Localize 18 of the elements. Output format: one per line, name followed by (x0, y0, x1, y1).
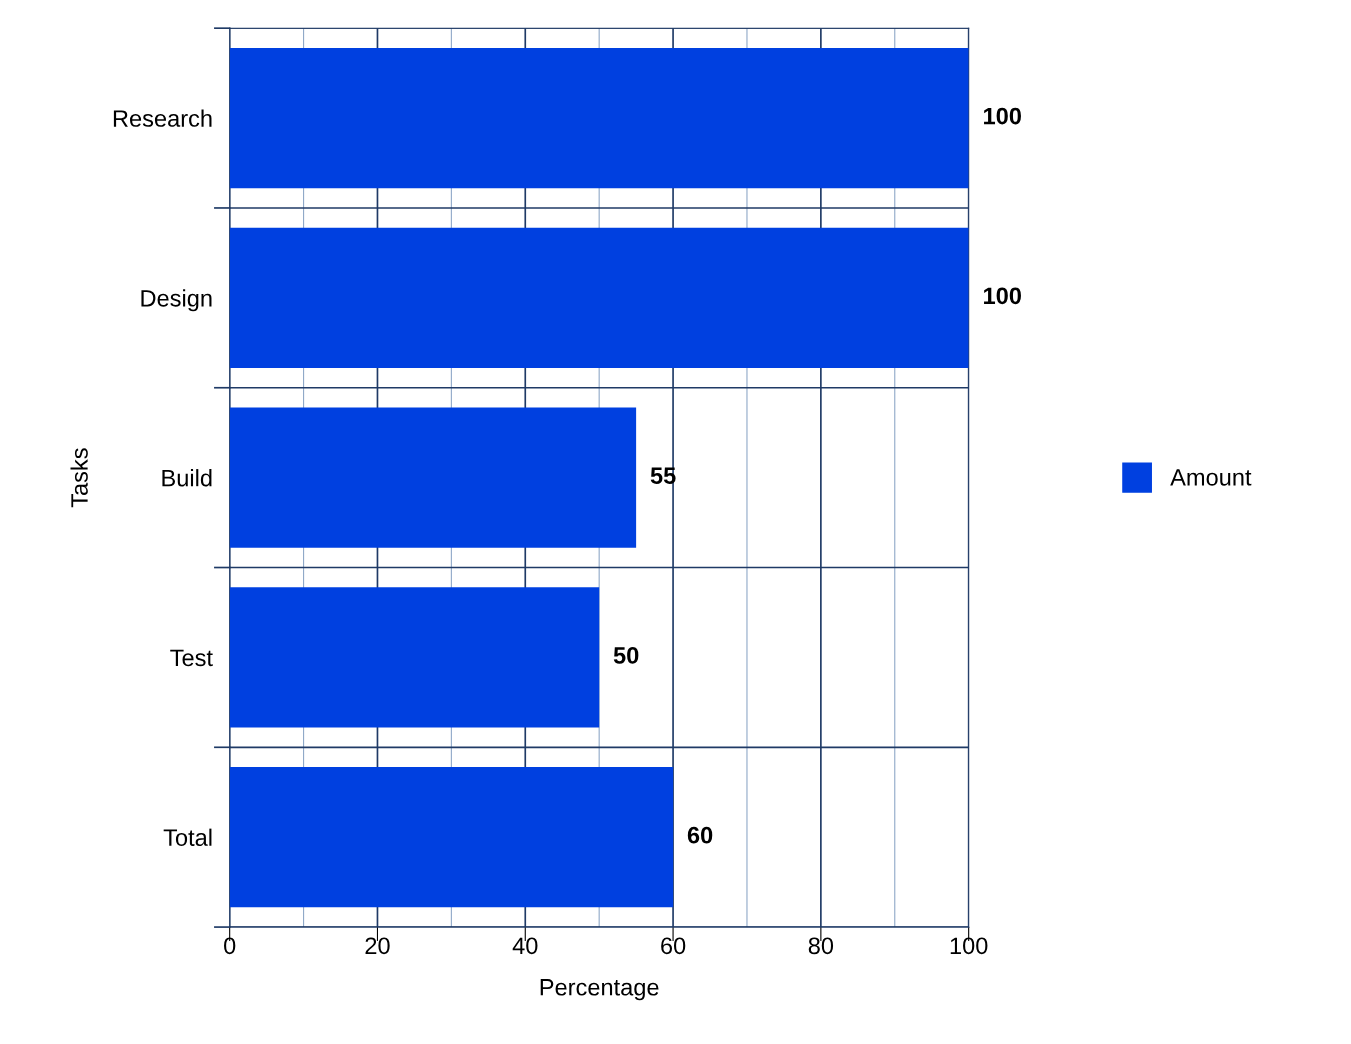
x-axis-title: Percentage (540, 979, 659, 1001)
x-tick-label: 100 (950, 937, 988, 955)
y-tick-label: Total (163, 828, 212, 846)
y-axis-title: Tasks (70, 448, 88, 508)
y-tick-label: Build (162, 469, 212, 487)
y-tick-label: Design (141, 289, 212, 312)
y-tick-label: Research (113, 109, 212, 127)
data-label: 50 (613, 647, 639, 664)
y-tick-label: Test (170, 649, 213, 667)
x-tick-label: 80 (808, 937, 834, 955)
x-tick-label: 40 (512, 937, 538, 955)
x-tick-label: 60 (661, 937, 686, 955)
data-label: 100 (984, 287, 1021, 305)
legend-label: Amount (1170, 469, 1252, 486)
x-tick-label: 0 (224, 937, 236, 955)
data-label: 100 (984, 107, 1021, 125)
data-label: 60 (687, 826, 713, 844)
x-tick-label: 20 (365, 937, 390, 955)
